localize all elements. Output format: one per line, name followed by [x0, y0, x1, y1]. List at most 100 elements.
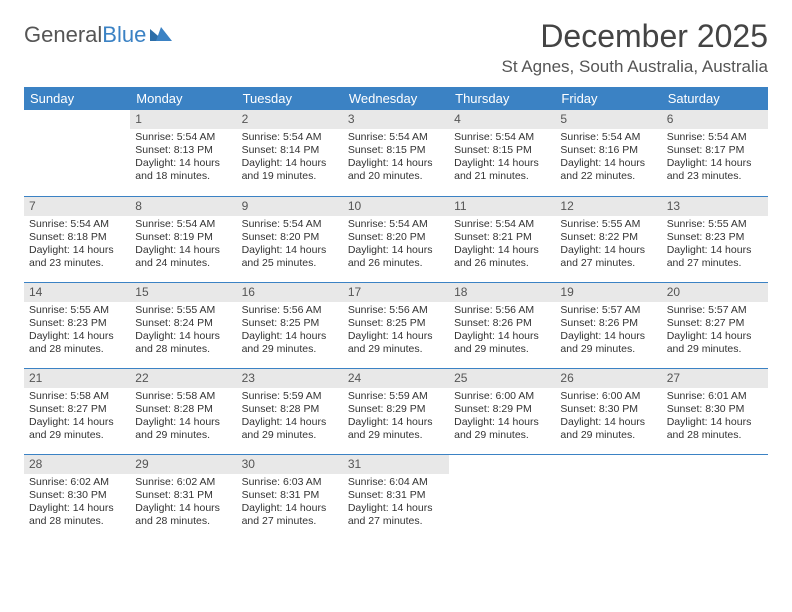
calendar-cell: 25 Sunrise: 6:00 AMSunset: 8:29 PMDayligh… — [449, 368, 555, 454]
cell-text-line: Sunrise: 5:55 AM — [135, 304, 231, 317]
day-number: 7 — [24, 197, 130, 216]
day-number: 6 — [662, 110, 768, 129]
cell-text-line: Sunrise: 6:02 AM — [135, 476, 231, 489]
calendar-cell: 5Sunrise: 5:54 AMSunset: 8:16 PMDaylight… — [555, 110, 661, 196]
cell-text-line: Daylight: 14 hours and 28 minutes. — [135, 330, 231, 356]
day-number: 13 — [662, 197, 768, 216]
calendar-cell: 10Sunrise: 5:54 AMSunset: 8:20 PMDayligh… — [343, 196, 449, 282]
cell-text-line: Sunrise: 5:55 AM — [560, 218, 656, 231]
cell-text-line: Sunset: 8:28 PM — [242, 403, 338, 416]
cell-text-line: Sunset: 8:15 PM — [348, 144, 444, 157]
cell-text-line: Daylight: 14 hours and 29 minutes. — [29, 416, 125, 442]
cell-text-line: Sunset: 8:30 PM — [667, 403, 763, 416]
calendar-cell: 30Sunrise: 6:03 AMSunset: 8:31 PMDayligh… — [237, 454, 343, 540]
cell-text-line: Sunrise: 5:56 AM — [348, 304, 444, 317]
weekday-header: Monday — [130, 87, 236, 110]
weekday-header: Friday — [555, 87, 661, 110]
cell-text-line: Sunrise: 5:57 AM — [560, 304, 656, 317]
day-number: 9 — [237, 197, 343, 216]
cell-text-line: Sunrise: 5:54 AM — [135, 218, 231, 231]
cell-text-line: Sunrise: 5:54 AM — [242, 218, 338, 231]
cell-text-line: Sunset: 8:16 PM — [560, 144, 656, 157]
cell-text-line: Sunset: 8:26 PM — [560, 317, 656, 330]
calendar-cell: 3Sunrise: 5:54 AMSunset: 8:15 PMDaylight… — [343, 110, 449, 196]
cell-text-line: Sunrise: 5:54 AM — [135, 131, 231, 144]
cell-text-line: Sunset: 8:23 PM — [667, 231, 763, 244]
cell-text-line: Sunset: 8:25 PM — [348, 317, 444, 330]
cell-text-line: Sunrise: 5:54 AM — [242, 131, 338, 144]
day-number: 25 — [449, 369, 555, 388]
cell-text-line: Daylight: 14 hours and 28 minutes. — [29, 330, 125, 356]
calendar-cell: 14 Sunrise: 5:55 AMSunset: 8:23 PMDayligh… — [24, 282, 130, 368]
day-number: 18 — [449, 283, 555, 302]
calendar-cell: 27Sunrise: 6:01 AMSunset: 8:30 PMDayligh… — [662, 368, 768, 454]
day-number: 1 — [130, 110, 236, 129]
cell-text-line: Sunset: 8:22 PM — [560, 231, 656, 244]
cell-text-line: Sunset: 8:18 PM — [29, 231, 125, 244]
cell-text-line: Sunrise: 5:55 AM — [29, 304, 125, 317]
day-number: 26 — [555, 369, 661, 388]
cell-text-line: Daylight: 14 hours and 28 minutes. — [135, 502, 231, 528]
weekday-header: Saturday — [662, 87, 768, 110]
calendar-cell: . — [555, 454, 661, 540]
cell-text-line: Daylight: 14 hours and 22 minutes. — [560, 157, 656, 183]
day-number: 30 — [237, 455, 343, 474]
calendar-cell: 6Sunrise: 5:54 AMSunset: 8:17 PMDaylight… — [662, 110, 768, 196]
cell-text-line: Sunrise: 6:00 AM — [454, 390, 550, 403]
day-number: 2 — [237, 110, 343, 129]
day-number: 5 — [555, 110, 661, 129]
cell-text-line: Sunset: 8:27 PM — [667, 317, 763, 330]
calendar-cell: 12Sunrise: 5:55 AMSunset: 8:22 PMDayligh… — [555, 196, 661, 282]
day-number: 4 — [449, 110, 555, 129]
cell-text-line: Sunset: 8:14 PM — [242, 144, 338, 157]
cell-text-line: Daylight: 14 hours and 27 minutes. — [242, 502, 338, 528]
cell-text-line: Sunrise: 6:02 AM — [29, 476, 125, 489]
day-number: 31 — [343, 455, 449, 474]
cell-text-line: Sunrise: 5:54 AM — [454, 218, 550, 231]
calendar-cell: 29Sunrise: 6:02 AMSunset: 8:31 PMDayligh… — [130, 454, 236, 540]
calendar-week-row: .1Sunrise: 5:54 AMSunset: 8:13 PMDayligh… — [24, 110, 768, 196]
cell-text-line: Sunrise: 5:58 AM — [29, 390, 125, 403]
cell-text-line: Daylight: 14 hours and 29 minutes. — [560, 330, 656, 356]
cell-text-line: Daylight: 14 hours and 29 minutes. — [454, 330, 550, 356]
cell-text-line: Sunset: 8:15 PM — [454, 144, 550, 157]
logo-text-2: Blue — [102, 22, 146, 48]
cell-text-line: Sunset: 8:29 PM — [454, 403, 550, 416]
cell-text-line: Sunrise: 6:04 AM — [348, 476, 444, 489]
cell-text-line: Daylight: 14 hours and 28 minutes. — [29, 502, 125, 528]
cell-text-line: Daylight: 14 hours and 27 minutes. — [560, 244, 656, 270]
cell-text-line: Sunset: 8:20 PM — [242, 231, 338, 244]
cell-text-line: Sunrise: 5:54 AM — [29, 218, 125, 231]
day-number: 14 — [24, 283, 130, 302]
calendar-cell: 11Sunrise: 5:54 AMSunset: 8:21 PMDayligh… — [449, 196, 555, 282]
day-number: 19 — [555, 283, 661, 302]
calendar-cell: 15Sunrise: 5:55 AMSunset: 8:24 PMDayligh… — [130, 282, 236, 368]
calendar-cell: 24Sunrise: 5:59 AMSunset: 8:29 PMDayligh… — [343, 368, 449, 454]
cell-text-line: Sunrise: 6:01 AM — [667, 390, 763, 403]
cell-text-line: Sunset: 8:24 PM — [135, 317, 231, 330]
calendar-cell: 23Sunrise: 5:59 AMSunset: 8:28 PMDayligh… — [237, 368, 343, 454]
cell-text-line: Daylight: 14 hours and 29 minutes. — [242, 416, 338, 442]
cell-text-line: Sunset: 8:31 PM — [242, 489, 338, 502]
cell-text-line: Daylight: 14 hours and 29 minutes. — [348, 416, 444, 442]
weekday-header: Thursday — [449, 87, 555, 110]
cell-text-line: Daylight: 14 hours and 29 minutes. — [242, 330, 338, 356]
cell-text-line: Sunset: 8:21 PM — [454, 231, 550, 244]
cell-text-line: Sunrise: 5:54 AM — [348, 218, 444, 231]
page-title: December 2025 — [502, 18, 769, 55]
cell-text-line: Daylight: 14 hours and 25 minutes. — [242, 244, 338, 270]
logo-text-1: General — [24, 22, 102, 48]
cell-text-line: Daylight: 14 hours and 29 minutes. — [135, 416, 231, 442]
calendar-cell: . — [662, 454, 768, 540]
cell-text-line: Daylight: 14 hours and 29 minutes. — [454, 416, 550, 442]
calendar-cell: 7Sunrise: 5:54 AMSunset: 8:18 PMDaylight… — [24, 196, 130, 282]
weekday-header: Sunday — [24, 87, 130, 110]
calendar-cell: 16Sunrise: 5:56 AMSunset: 8:25 PMDayligh… — [237, 282, 343, 368]
cell-text-line: Sunset: 8:30 PM — [29, 489, 125, 502]
cell-text-line: Sunset: 8:23 PM — [29, 317, 125, 330]
day-number: 17 — [343, 283, 449, 302]
cell-text-line: Sunrise: 6:00 AM — [560, 390, 656, 403]
cell-text-line: Daylight: 14 hours and 20 minutes. — [348, 157, 444, 183]
cell-text-line: Sunset: 8:29 PM — [348, 403, 444, 416]
day-number: 20 — [662, 283, 768, 302]
